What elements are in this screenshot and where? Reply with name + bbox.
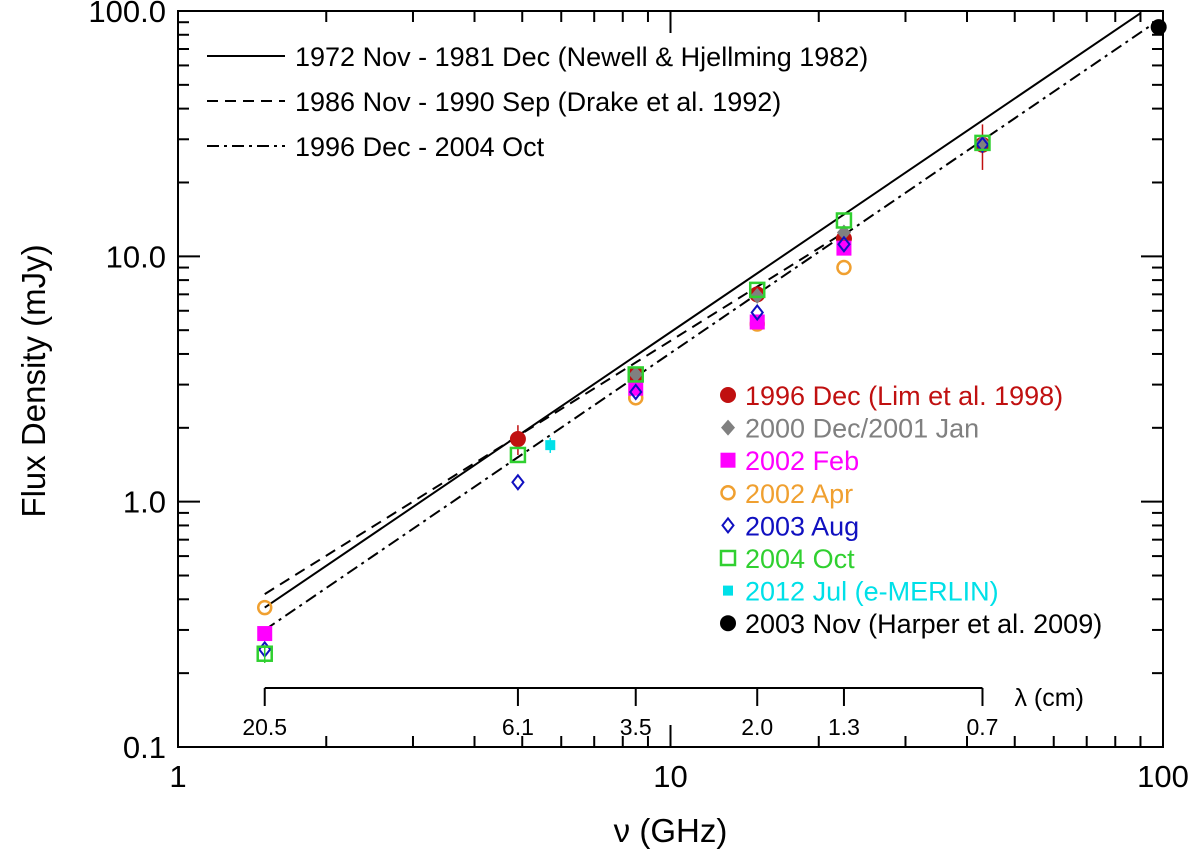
data-point: [748, 281, 766, 299]
wavelength-tick-label: 20.5: [242, 714, 287, 740]
legend-label: 2004 Oct: [745, 544, 855, 574]
y-tick-label: 100.0: [88, 0, 166, 29]
data-point: [256, 645, 273, 662]
data-point: [837, 235, 851, 253]
y-tick-label: 1.0: [123, 485, 166, 520]
legend-marker: [720, 615, 736, 632]
line-legend-label: 1996 Dec - 2004 Oct: [295, 132, 545, 162]
fit-line-solid: [264, 12, 1142, 609]
data-point: [511, 473, 525, 491]
legend-label: 2000 Dec/2001 Jan: [745, 414, 979, 444]
legend-label: 2003 Aug: [745, 511, 859, 541]
wavelength-tick-label: 6.1: [502, 714, 534, 740]
legend-marker: [723, 585, 733, 596]
x-tick-label: 1: [169, 759, 186, 794]
legend-marker: [720, 387, 736, 403]
line-legend-label: 1986 Nov - 1990 Sep (Drake et al. 1992): [295, 87, 781, 117]
wavelength-tick-label: 1.3: [828, 714, 860, 740]
series-2003-nov-harper-et-al-2009: [1150, 19, 1167, 36]
legend-label: 2002 Feb: [745, 446, 859, 476]
data-point: [749, 314, 765, 330]
data-point: [628, 380, 644, 396]
y-axis-label: Flux Density (mJy): [15, 244, 52, 517]
fit-line-dashdot: [264, 23, 1153, 631]
data-point: [836, 240, 852, 256]
data-point: [628, 383, 643, 401]
legend-marker: [719, 549, 737, 567]
line-legend-label: 1972 Nov - 1981 Dec (Newell & Hjellming …: [295, 42, 868, 72]
legend-marker: [720, 452, 736, 468]
wavelength-tick-label: 3.5: [620, 714, 652, 740]
legend-label: 2002 Apr: [745, 479, 853, 509]
series-2004-oct: [256, 134, 991, 663]
data-point: [256, 599, 273, 616]
y-tick-label: 0.1: [123, 730, 166, 765]
tick-labels: 1 10 100 0.1 1.0 10.0 100.0: [88, 0, 1188, 794]
data-point: [975, 136, 990, 154]
data-point: [974, 134, 991, 152]
y-tick-label: 10.0: [106, 239, 166, 274]
series-2012-jul-e-merlin: [545, 437, 556, 453]
legend-label: 2003 Nov (Harper et al. 2009): [745, 609, 1102, 639]
data-point: [627, 366, 644, 383]
data-point: [509, 431, 526, 448]
wavelength-axis: 20.5 6.1 3.5 2.0 1.3 0.7 λ (cm): [242, 684, 1084, 740]
data-point: [750, 303, 764, 322]
wavelength-tick-label: 2.0: [741, 714, 773, 740]
x-axis-label: ν (GHz): [614, 812, 728, 849]
series-2002-feb: [257, 240, 852, 642]
wavelength-axis-title: λ (cm): [1014, 684, 1083, 712]
plot-frame: [177, 10, 1164, 748]
data-point: [545, 440, 556, 451]
x-tick-label: 100: [1137, 759, 1189, 794]
data-point: [509, 446, 527, 464]
series-legend: 1996 Dec (Lim et al. 1998)2000 Dec/2001 …: [719, 381, 1102, 639]
legend-marker: [720, 485, 736, 501]
data-point: [1150, 19, 1167, 36]
data-point: [835, 212, 853, 229]
data-point: [257, 626, 273, 642]
legend-label: 2012 Jul (e-MERLIN): [745, 577, 999, 607]
x-tick-label: 10: [653, 759, 687, 794]
legend-label: 1996 Dec (Lim et al. 1998): [745, 381, 1063, 411]
data-point: [628, 366, 643, 383]
line-legend: 1972 Nov - 1981 Dec (Newell & Hjellming …: [207, 42, 868, 162]
wavelength-tick-label: 0.7: [966, 714, 998, 740]
legend-marker: [721, 516, 735, 535]
fit-line-dashed: [264, 231, 845, 595]
fit-lines: [264, 12, 1153, 631]
legend-marker: [721, 419, 735, 436]
data-point: [836, 259, 852, 276]
